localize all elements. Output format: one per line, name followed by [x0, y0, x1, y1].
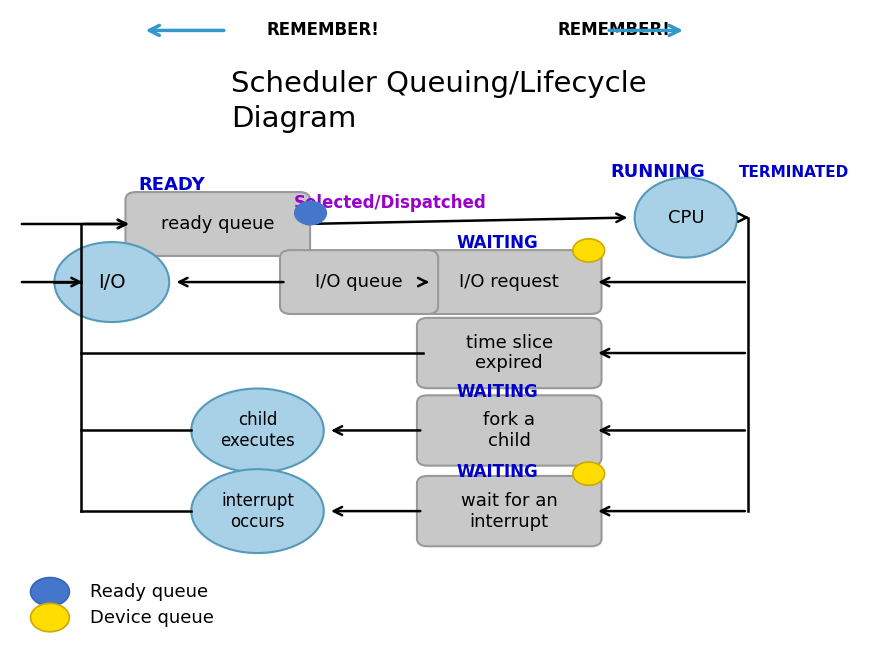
Ellipse shape [54, 242, 169, 322]
Text: Device queue: Device queue [89, 608, 214, 627]
FancyBboxPatch shape [417, 250, 602, 314]
Text: REMEMBER!: REMEMBER! [558, 21, 671, 40]
Text: child
executes: child executes [220, 411, 295, 450]
FancyBboxPatch shape [280, 250, 439, 314]
Text: time slice
expired: time slice expired [466, 334, 553, 373]
Text: Selected/Dispatched: Selected/Dispatched [293, 194, 486, 212]
Text: CPU: CPU [667, 209, 704, 227]
FancyBboxPatch shape [417, 318, 602, 388]
FancyBboxPatch shape [126, 192, 310, 256]
Text: WAITING: WAITING [456, 235, 538, 252]
Text: WAITING: WAITING [456, 383, 538, 400]
Text: RUNNING: RUNNING [610, 163, 705, 181]
Text: REMEMBER!: REMEMBER! [267, 21, 379, 40]
Circle shape [295, 202, 326, 225]
Text: ready queue: ready queue [161, 215, 275, 233]
Text: I/O request: I/O request [459, 273, 559, 291]
Circle shape [573, 462, 604, 485]
Ellipse shape [634, 178, 737, 257]
Text: READY: READY [138, 176, 205, 194]
Text: I/O: I/O [98, 273, 126, 292]
FancyBboxPatch shape [417, 476, 602, 546]
Text: wait for an
interrupt: wait for an interrupt [461, 492, 557, 531]
Text: Scheduler Queuing/Lifecycle
Diagram: Scheduler Queuing/Lifecycle Diagram [231, 70, 647, 133]
Circle shape [30, 603, 69, 632]
Ellipse shape [191, 469, 323, 553]
Text: interrupt
occurs: interrupt occurs [222, 492, 294, 531]
Text: WAITING: WAITING [456, 463, 538, 481]
Ellipse shape [191, 389, 323, 472]
Text: Ready queue: Ready queue [89, 583, 208, 601]
Text: TERMINATED: TERMINATED [739, 165, 849, 180]
FancyBboxPatch shape [417, 395, 602, 466]
Circle shape [30, 577, 69, 606]
Text: I/O queue: I/O queue [315, 273, 403, 291]
Circle shape [573, 239, 604, 262]
Text: fork a
child: fork a child [483, 411, 535, 450]
